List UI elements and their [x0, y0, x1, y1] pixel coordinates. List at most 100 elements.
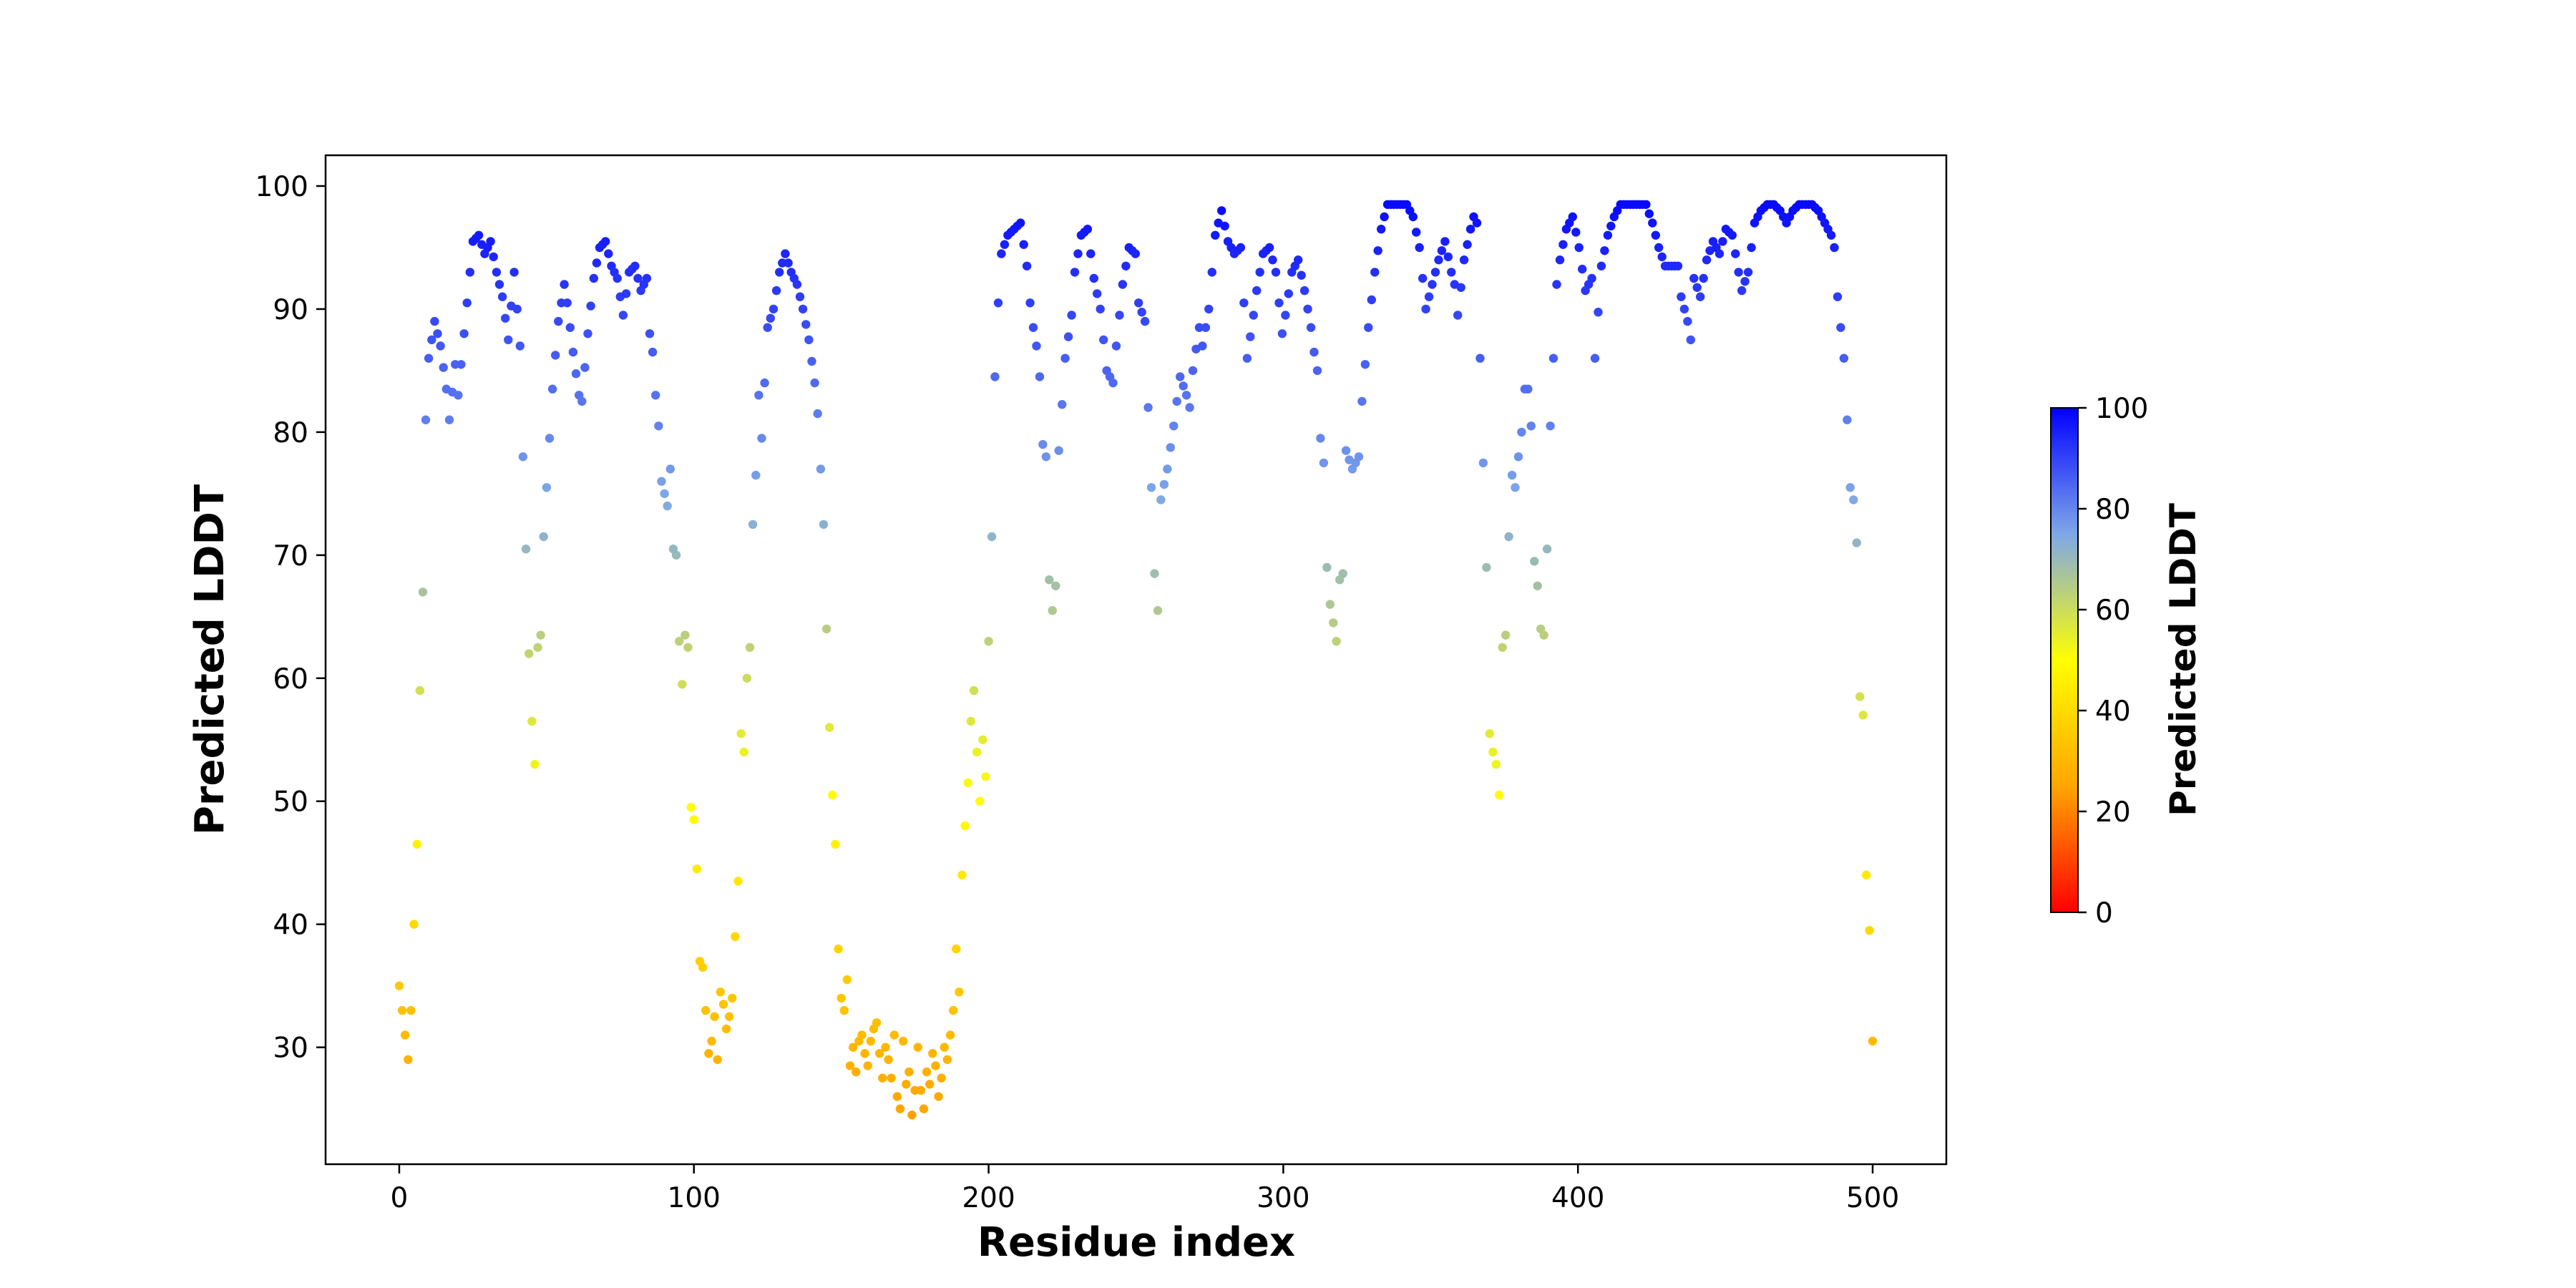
data-point [1038, 439, 1048, 449]
data-point [997, 249, 1006, 258]
data-point [1488, 747, 1498, 757]
data-point [589, 273, 598, 283]
data-point [1740, 277, 1750, 286]
data-point [718, 1000, 728, 1009]
data-point [436, 341, 445, 351]
data-point [657, 477, 666, 486]
data-point [1574, 243, 1584, 253]
data-point [686, 803, 696, 812]
data-point [1689, 273, 1699, 283]
data-point [1329, 618, 1338, 628]
data-point [430, 316, 439, 326]
data-point [1447, 268, 1456, 277]
data-point [1067, 311, 1076, 320]
data-point [963, 778, 973, 788]
data-point [1070, 268, 1080, 277]
data-point [1143, 403, 1153, 412]
data-point [1096, 304, 1105, 314]
data-point [492, 268, 502, 277]
data-point [521, 545, 531, 554]
data-point [872, 1018, 882, 1028]
data-point [1063, 332, 1073, 341]
data-point [1421, 304, 1430, 314]
data-point [1316, 434, 1325, 443]
data-point [725, 1012, 734, 1021]
data-point [1606, 221, 1616, 231]
data-point [539, 532, 548, 542]
data-point [836, 993, 846, 1003]
data-point [842, 975, 852, 985]
data-point [1696, 292, 1705, 301]
data-point [1360, 360, 1370, 369]
data-point [1833, 292, 1843, 301]
data-point [925, 1080, 935, 1089]
data-point [583, 329, 592, 338]
data-point [633, 273, 643, 283]
data-point [1511, 483, 1520, 492]
data-point [969, 686, 979, 696]
data-point [1252, 286, 1262, 296]
data-point [1513, 452, 1523, 462]
data-point [1430, 268, 1440, 277]
data-point [1204, 304, 1214, 314]
y-tick-label: 50 [273, 786, 308, 819]
data-point [1268, 255, 1277, 265]
data-point [618, 311, 628, 320]
data-point [533, 643, 542, 652]
data-point [913, 1043, 923, 1052]
data-point [1367, 295, 1377, 305]
data-point [1134, 298, 1143, 308]
data-point [1131, 249, 1141, 258]
data-point [728, 993, 737, 1003]
data-point [852, 1067, 861, 1077]
data-point [1714, 249, 1724, 258]
x-tick-label: 0 [391, 1182, 409, 1214]
data-point [545, 434, 555, 443]
data-point [1000, 240, 1010, 249]
plot-area-frame [324, 154, 1948, 1166]
y-tick-label: 60 [273, 663, 308, 696]
data-point [957, 870, 967, 880]
data-point [1380, 212, 1389, 222]
data-point [907, 1111, 917, 1120]
data-point [972, 747, 982, 757]
data-point [1121, 261, 1131, 270]
data-point [978, 735, 987, 745]
data-point [509, 268, 519, 277]
data-point [1185, 403, 1194, 412]
data-point [515, 341, 525, 351]
data-point [577, 396, 587, 406]
data-point [1370, 268, 1380, 277]
data-point [895, 1104, 905, 1113]
data-point [497, 292, 507, 301]
y-axis-title: Predicted LDDT [187, 484, 233, 835]
data-point [1025, 298, 1035, 308]
data-point [1459, 255, 1469, 265]
data-point [1309, 347, 1319, 357]
data-point [1546, 421, 1555, 431]
data-point [1118, 280, 1128, 289]
data-point [1188, 366, 1198, 376]
data-point [1440, 237, 1450, 246]
data-point [592, 258, 602, 268]
colorbar-tick-label: 0 [2095, 897, 2113, 930]
data-point [1239, 298, 1249, 308]
data-point [775, 268, 784, 277]
data-point [459, 329, 469, 338]
data-point [928, 1049, 937, 1058]
data-point [1861, 870, 1871, 880]
x-tick-label: 200 [962, 1182, 1015, 1214]
data-point [1718, 237, 1727, 246]
data-point [966, 716, 976, 726]
data-point [1060, 353, 1070, 363]
data-point [418, 587, 428, 597]
data-point [884, 1055, 893, 1065]
colorbar-tick-label: 60 [2095, 595, 2131, 627]
data-point [1523, 384, 1533, 394]
data-point [1415, 243, 1424, 253]
data-point [504, 335, 513, 345]
data-point [1217, 206, 1226, 215]
data-point [1491, 760, 1501, 769]
data-point [821, 624, 831, 634]
data-point [1032, 341, 1041, 351]
